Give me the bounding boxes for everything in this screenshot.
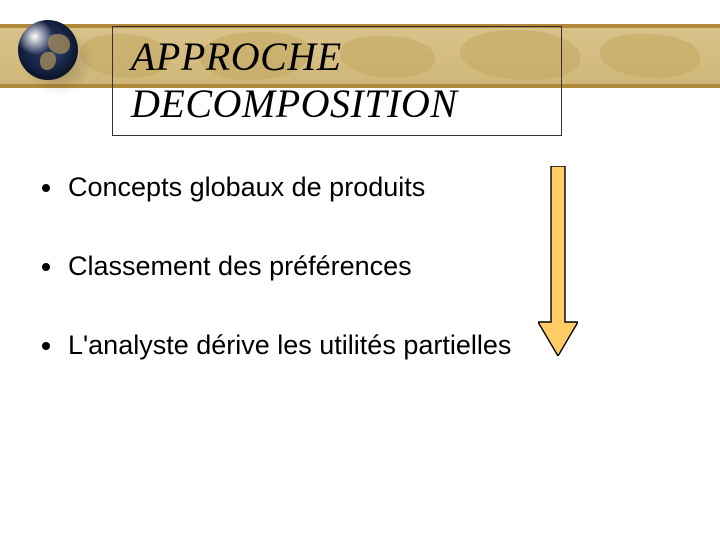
bullet-icon (42, 342, 50, 350)
banner: APPROCHE DECOMPOSITION (0, 0, 720, 120)
bullet-icon (42, 263, 50, 271)
title-line-1: APPROCHE (131, 34, 342, 79)
bullet-icon (42, 184, 50, 192)
title-box: APPROCHE DECOMPOSITION (112, 26, 562, 136)
bullet-text: L'analyste dérive les utilités partielle… (68, 328, 511, 363)
slide-title: APPROCHE DECOMPOSITION (131, 33, 543, 127)
bullet-text: Classement des préférences (68, 249, 412, 284)
down-arrow-icon (538, 166, 578, 356)
title-line-2: DECOMPOSITION (131, 81, 457, 126)
globe-icon (18, 20, 88, 90)
arrow-shape (538, 166, 578, 356)
bullet-text: Concepts globaux de produits (68, 170, 425, 205)
